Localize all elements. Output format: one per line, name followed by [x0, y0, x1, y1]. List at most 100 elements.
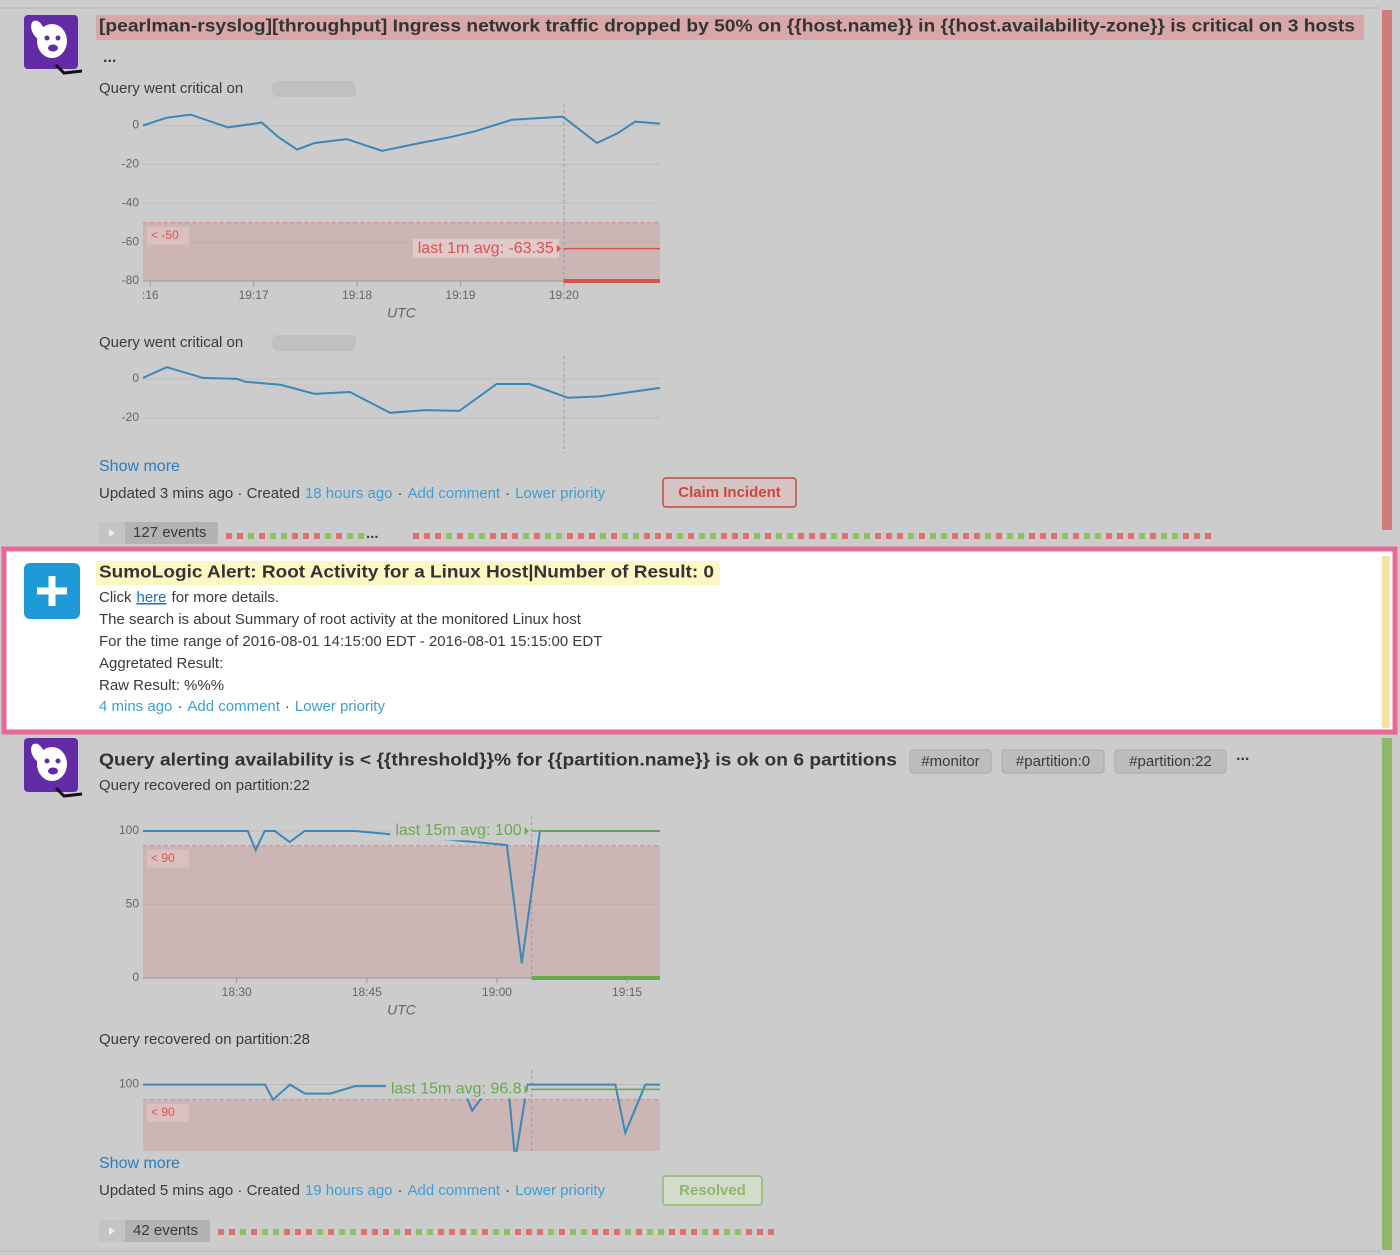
chart-caption: Query recovered on partition:28 [99, 1031, 310, 1048]
tag-label[interactable]: #monitor [921, 753, 979, 770]
show-more[interactable]: Show more [99, 1155, 180, 1172]
link[interactable]: here [137, 589, 167, 606]
event-tick [669, 1229, 675, 1235]
event-tick [842, 533, 848, 539]
avatar [24, 738, 83, 798]
tag-label[interactable]: #partition:0 [1016, 753, 1090, 770]
x-tick-label: 19:18 [342, 288, 372, 302]
event-tick [413, 533, 419, 539]
link[interactable]: Lower priority [515, 1182, 606, 1199]
event-tick [240, 1229, 246, 1235]
events-toggle[interactable] [99, 1220, 210, 1242]
event-tick [765, 533, 771, 539]
link[interactable]: 19 hours ago [305, 1182, 393, 1199]
event-tick [864, 533, 870, 539]
event-tick [930, 533, 936, 539]
event-tick [1051, 533, 1057, 539]
events-count[interactable]: 127 events [133, 524, 206, 541]
event-tick [768, 1229, 774, 1235]
event-tick [732, 533, 738, 539]
x-tick-label: 19:17 [239, 288, 269, 302]
event-tick [578, 533, 584, 539]
event-tick [537, 1229, 543, 1235]
text: The search is about Summary of root acti… [99, 611, 582, 628]
link[interactable]: Add comment [408, 485, 501, 502]
event-tick [735, 1229, 741, 1235]
avg-label-bg [390, 821, 527, 841]
y-tick-label: 100 [119, 823, 139, 837]
event-tick [746, 1229, 752, 1235]
series-line [143, 1083, 660, 1152]
series-line [142, 366, 661, 414]
action-button[interactable] [662, 1175, 763, 1206]
event-tick [853, 533, 859, 539]
event-tick [592, 1229, 598, 1235]
title-highlight [96, 561, 720, 585]
action-button-label[interactable]: Claim Incident [678, 484, 781, 501]
event-tick [1194, 533, 1200, 539]
event-tick [218, 1229, 224, 1235]
integration-icon [24, 563, 80, 619]
action-button-label[interactable]: Resolved [679, 1182, 746, 1199]
event-tick [416, 1229, 422, 1235]
event-tick [721, 533, 727, 539]
event-title[interactable]: SumoLogic Alert: Root Activity for a Lin… [99, 562, 714, 582]
event-tick [1040, 533, 1046, 539]
text: · [177, 698, 182, 715]
link[interactable]: 4 mins ago [99, 698, 172, 715]
event-tick [1139, 533, 1145, 539]
event-tick [622, 533, 628, 539]
event-tick [710, 533, 716, 539]
event-tick [820, 533, 826, 539]
events-count[interactable]: 42 events [133, 1222, 198, 1239]
event-tick [295, 1229, 301, 1235]
event-tick [226, 533, 232, 539]
event-tick [273, 1229, 279, 1235]
y-tick-label: -80 [122, 273, 140, 287]
event-tick [831, 533, 837, 539]
event-title[interactable]: [pearlman-rsyslog][throughput] Ingress n… [99, 16, 1355, 36]
show-more[interactable]: Show more [99, 458, 180, 475]
event-tick [886, 533, 892, 539]
avg-label: last 15m avg: 100 [395, 822, 521, 839]
action-button[interactable] [662, 477, 797, 508]
link[interactable]: Add comment [408, 1182, 501, 1199]
link[interactable]: 18 hours ago [305, 485, 393, 502]
link[interactable]: Add comment [187, 698, 280, 715]
event-tick [248, 533, 254, 539]
threshold-label-bg [147, 1103, 189, 1122]
more-menu[interactable]: ... [103, 49, 116, 66]
threshold-band [143, 845, 660, 978]
event-tick [512, 533, 518, 539]
y-tick-label: -20 [122, 157, 140, 171]
event-tick [548, 1229, 554, 1235]
y-tick-label: 0 [132, 118, 139, 132]
tag[interactable] [1001, 749, 1105, 774]
text: · [505, 1182, 510, 1199]
x-axis-label: UTC [387, 1002, 417, 1018]
event-tick [281, 533, 287, 539]
event-tick [787, 533, 793, 539]
event-tick [501, 533, 507, 539]
event-tick [611, 533, 617, 539]
event-tick [614, 1229, 620, 1235]
y-tick-label: -20 [122, 410, 140, 424]
event-tick [545, 533, 551, 539]
events-toggle[interactable] [99, 522, 218, 544]
series-line [142, 113, 661, 152]
event-tick [424, 533, 430, 539]
event-tick [347, 533, 353, 539]
text: · [398, 1182, 403, 1199]
y-tick-label: 0 [132, 970, 139, 984]
event-title[interactable]: Query alerting availability is < {{thres… [99, 750, 897, 770]
more-menu[interactable]: ... [1236, 747, 1249, 764]
tag[interactable] [1114, 749, 1227, 774]
link[interactable]: Lower priority [295, 698, 386, 715]
event-tick [457, 533, 463, 539]
link[interactable]: Lower priority [515, 485, 606, 502]
tag[interactable] [909, 749, 992, 774]
chart-caption: Query went critical on [99, 334, 243, 351]
tag-label[interactable]: #partition:22 [1129, 753, 1212, 770]
event-tick [490, 533, 496, 539]
event-tick [1106, 533, 1112, 539]
